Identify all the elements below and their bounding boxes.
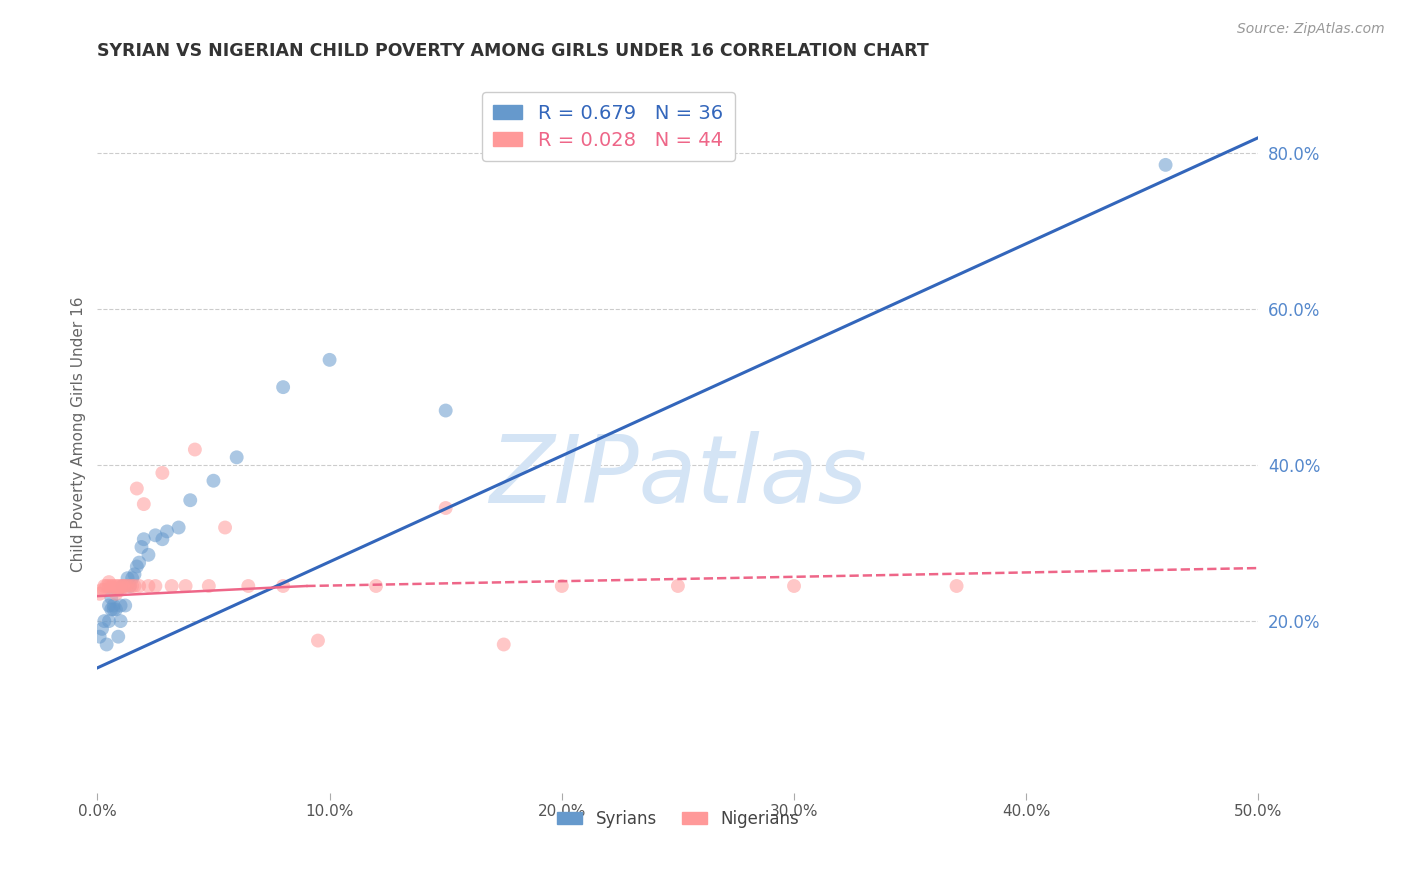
Point (97, 614, 120, 628)
Point (97, 579, 120, 593)
Point (111, 579, 134, 593)
Point (89, 587, 111, 601)
Point (225, 450, 247, 465)
Point (666, 579, 689, 593)
Point (434, 501, 457, 516)
Point (551, 579, 574, 593)
Point (100, 579, 122, 593)
Point (174, 579, 197, 593)
Point (179, 493, 201, 508)
Point (114, 579, 136, 593)
Point (783, 579, 806, 593)
Point (104, 579, 127, 593)
Point (103, 599, 125, 613)
Point (138, 548, 160, 562)
Point (167, 520, 190, 534)
Point (132, 497, 155, 511)
Point (97, 599, 120, 613)
Point (111, 579, 134, 593)
Point (96, 579, 118, 593)
Point (145, 579, 167, 593)
Point (198, 579, 221, 593)
Point (124, 579, 146, 593)
Point (107, 630, 129, 644)
Point (238, 579, 260, 593)
Point (492, 638, 515, 652)
Point (117, 579, 139, 593)
Text: ZIPatlas: ZIPatlas (489, 432, 868, 523)
Point (100, 602, 122, 616)
Y-axis label: Child Poverty Among Girls Under 16: Child Poverty Among Girls Under 16 (72, 296, 86, 572)
Point (111, 579, 134, 593)
Point (150, 532, 173, 546)
Point (97, 575, 120, 590)
Point (91, 622, 114, 636)
Point (93, 582, 115, 597)
Point (945, 579, 967, 593)
Point (118, 579, 141, 593)
Point (128, 579, 150, 593)
Point (103, 582, 125, 597)
Point (110, 582, 132, 597)
Point (93, 579, 115, 593)
Point (307, 633, 329, 648)
Point (160, 579, 183, 593)
Point (125, 559, 148, 574)
Point (118, 579, 141, 593)
Point (364, 579, 387, 593)
Point (91, 582, 114, 597)
Point (93, 614, 115, 628)
Point (110, 599, 132, 613)
Point (128, 556, 150, 570)
Point (184, 442, 207, 457)
Point (1154, 158, 1177, 172)
Point (103, 579, 125, 593)
Point (121, 571, 143, 585)
Point (271, 579, 294, 593)
Point (145, 528, 167, 542)
Point (156, 524, 179, 539)
Point (131, 540, 153, 554)
Point (150, 466, 173, 480)
Point (271, 380, 294, 394)
Text: Source: ZipAtlas.com: Source: ZipAtlas.com (1237, 22, 1385, 37)
Point (202, 474, 225, 488)
Text: SYRIAN VS NIGERIAN CHILD POVERTY AMONG GIRLS UNDER 16 CORRELATION CHART: SYRIAN VS NIGERIAN CHILD POVERTY AMONG G… (97, 42, 929, 60)
Point (107, 579, 129, 593)
Point (434, 403, 457, 417)
Point (110, 614, 132, 628)
Point (110, 579, 132, 593)
Point (100, 591, 122, 605)
Point (138, 579, 160, 593)
Point (96, 638, 118, 652)
Legend: Syrians, Nigerians: Syrians, Nigerians (550, 803, 806, 835)
Point (121, 579, 143, 593)
Point (89, 630, 111, 644)
Point (117, 571, 139, 585)
Point (114, 599, 136, 613)
Point (132, 532, 155, 546)
Point (318, 352, 340, 367)
Point (107, 582, 129, 597)
Point (125, 482, 148, 496)
Point (214, 520, 236, 534)
Point (104, 602, 127, 616)
Point (103, 602, 125, 616)
Point (124, 567, 146, 582)
Point (104, 587, 127, 601)
